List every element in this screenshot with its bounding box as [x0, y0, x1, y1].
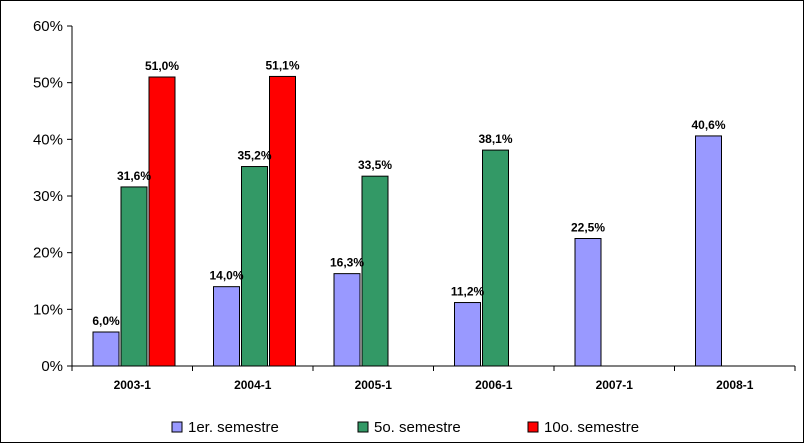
y-tick-label: 0% — [41, 358, 63, 375]
data-label: 38,1% — [478, 132, 512, 146]
x-tick-label: 2004-1 — [234, 378, 272, 392]
bar — [482, 149, 509, 367]
y-tick-label: 10% — [33, 301, 63, 318]
data-label: 51,0% — [145, 59, 179, 73]
y-tick-label: 50% — [33, 75, 63, 92]
y-tick-label: 20% — [33, 245, 63, 262]
data-label: 31,6% — [117, 169, 151, 183]
bars — [92, 75, 722, 367]
legend-swatch — [357, 421, 369, 433]
bar — [361, 175, 389, 367]
data-label: 33,5% — [358, 158, 392, 172]
x-tick-label: 2008-1 — [716, 378, 754, 392]
data-label: 35,2% — [237, 149, 271, 163]
bar — [574, 238, 602, 367]
legend-label: 10o. semestre — [544, 419, 639, 436]
y-tick-label: 30% — [33, 188, 63, 205]
x-tick-label: 2007-1 — [596, 378, 634, 392]
x-tick-label: 2005-1 — [355, 378, 393, 392]
data-label: 51,1% — [265, 58, 299, 72]
bar — [148, 76, 176, 367]
bar — [454, 302, 481, 367]
axes: 0% 10% 20% 30% 40% 50% 60% 2003-1 2004-1 2005-1 20… — [33, 18, 796, 392]
legend-swatch — [171, 421, 183, 433]
data-label: 16,3% — [330, 256, 364, 270]
data-label: 22,5% — [571, 221, 605, 235]
bar — [333, 273, 361, 367]
bar — [269, 75, 296, 367]
data-label: 6,0% — [92, 314, 120, 328]
data-label: 14,0% — [209, 269, 243, 283]
bar — [120, 186, 148, 367]
legend: 1er. semestre 5o. semestre 10o. semestre — [171, 419, 639, 436]
bar — [92, 331, 120, 367]
data-label: 11,2% — [451, 285, 485, 299]
y-tick-label: 60% — [33, 18, 63, 35]
legend-label: 1er. semestre — [188, 419, 279, 436]
y-tick-label: 40% — [33, 131, 63, 148]
data-label: 40,6% — [691, 118, 725, 132]
bar — [241, 166, 268, 367]
bar — [213, 286, 240, 367]
legend-swatch — [527, 421, 539, 433]
x-tick-label: 2003-1 — [114, 378, 152, 392]
x-tick-label: 2006-1 — [475, 378, 513, 392]
data-labels: 6,0% 14,0% 16,3% 11,2% 22,5% 40,6% 31,6% 35,2% 3… — [92, 58, 726, 328]
legend-label: 5o. semestre — [374, 419, 461, 436]
bar — [695, 135, 722, 367]
